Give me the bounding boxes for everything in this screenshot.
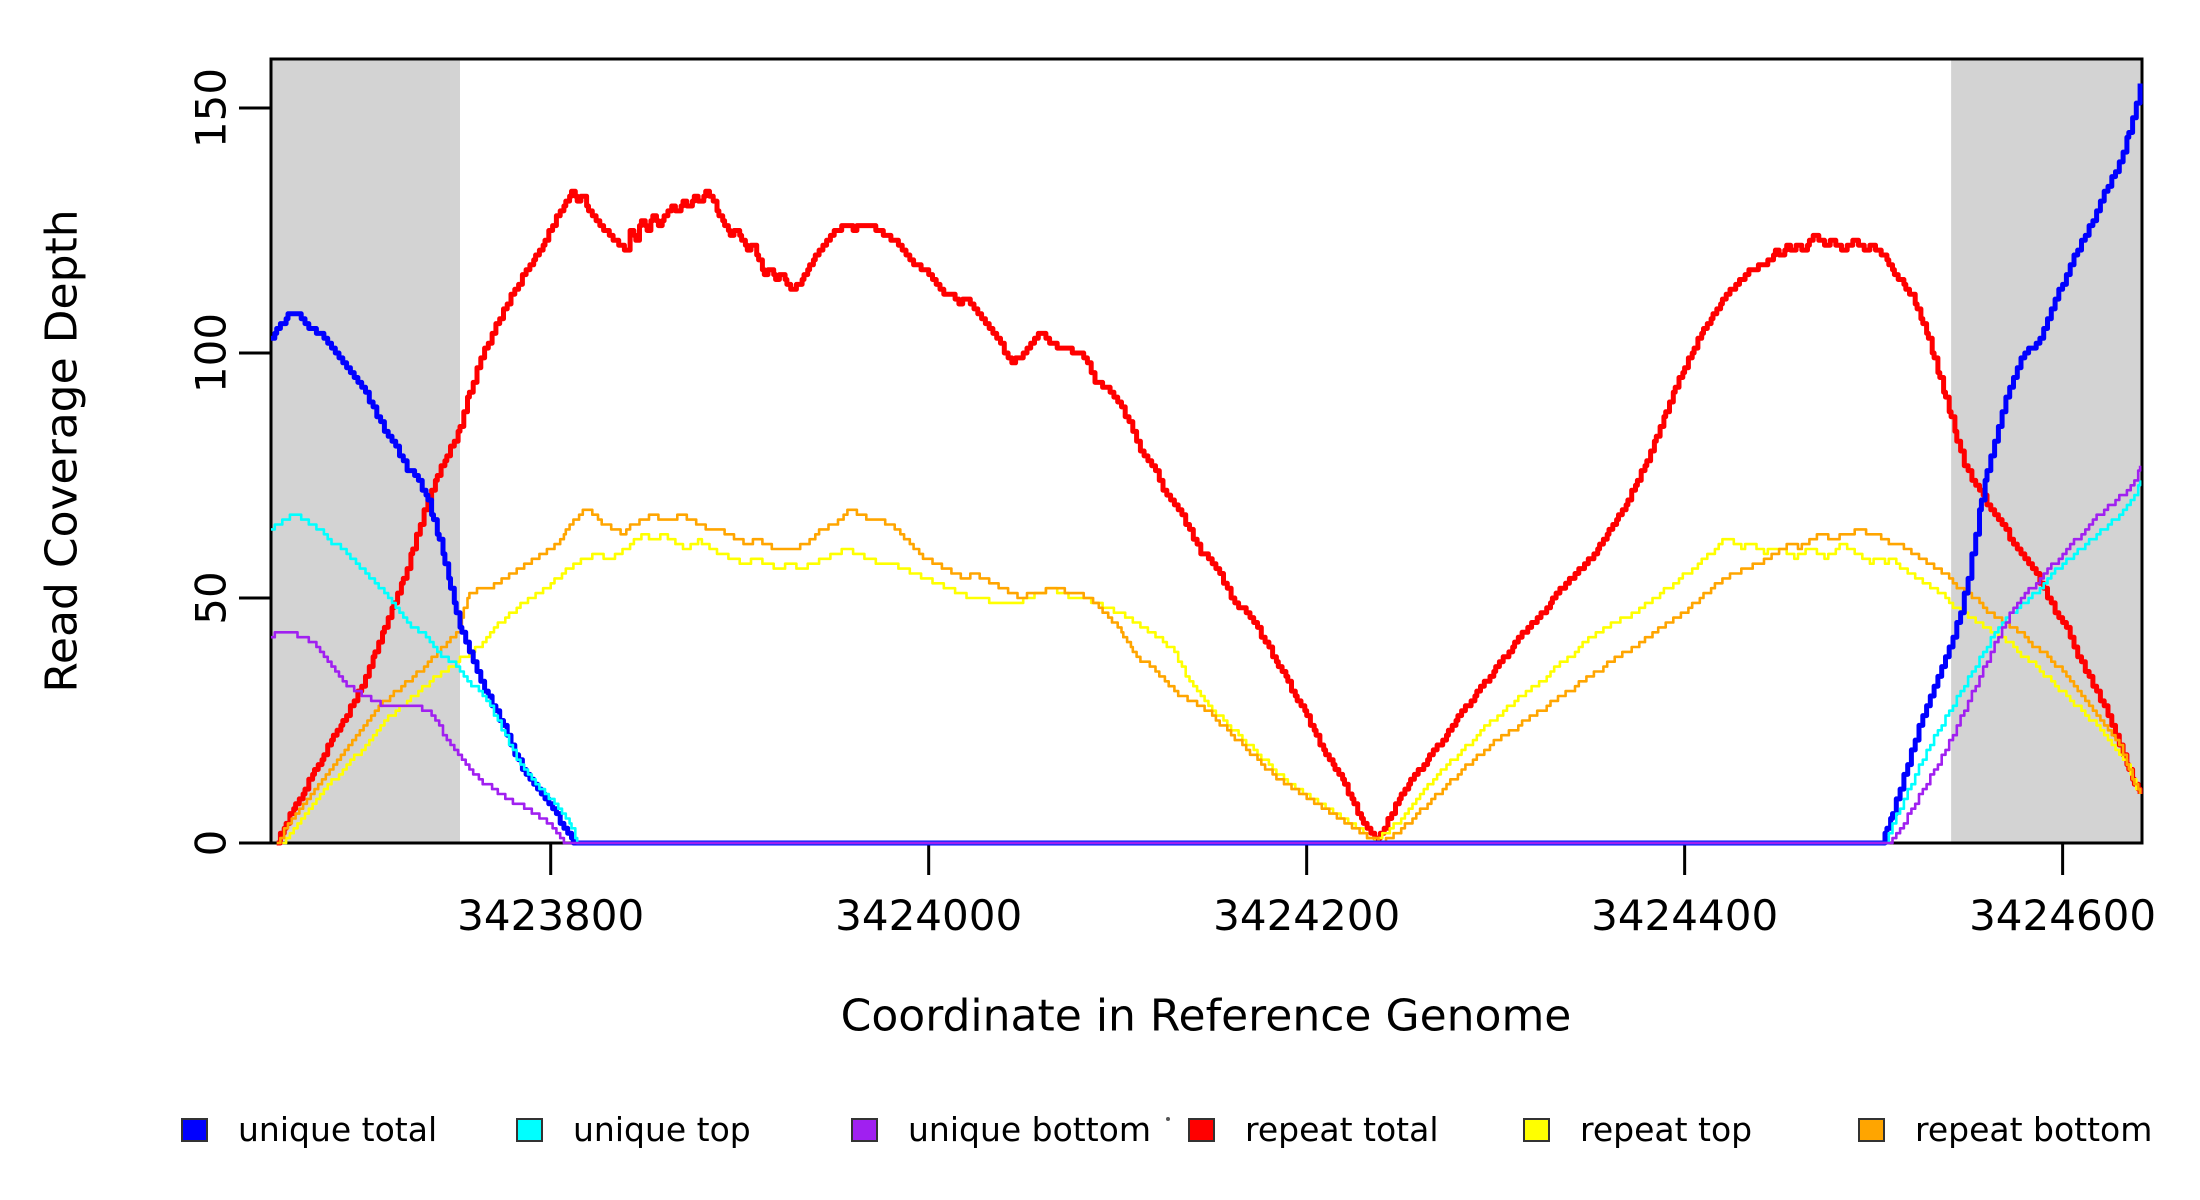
legend: unique total unique top unique bottom repea…	[0, 1113, 2200, 1161]
series-repeat-top-line	[282, 533, 2142, 845]
legend-item-unique-bottom: unique bottom	[851, 1113, 1151, 1147]
y-tick-label: 100	[187, 313, 236, 393]
legend-item-repeat-total: repeat total	[1188, 1113, 1439, 1147]
legend-swatch-repeat-top	[1523, 1118, 1550, 1142]
legend-label-unique-top: unique top	[573, 1110, 751, 1149]
x-tick-label: 3424600	[1969, 891, 2156, 940]
series-unique-top-line	[271, 480, 2142, 845]
plot-border	[269, 57, 2144, 845]
legend-label-repeat-total: repeat total	[1245, 1110, 1439, 1149]
legend-swatch-unique-top	[516, 1118, 543, 1142]
y-tick-label: 150	[187, 68, 236, 148]
y-tick-label: 0	[187, 830, 236, 857]
legend-swatch-unique-bottom	[851, 1118, 878, 1142]
legend-label-unique-bottom: unique bottom	[908, 1110, 1152, 1149]
series-repeat-bottom-line	[276, 508, 2142, 845]
series-unique-total-line	[271, 83, 2143, 846]
series-repeat-total-line	[276, 188, 2143, 846]
legend-label-repeat-bottom: repeat bottom	[1915, 1110, 2153, 1149]
x-axis-title: Coordinate in Reference Genome	[841, 991, 1572, 1042]
shaded-region-left	[271, 59, 460, 843]
y-axis-title: Read Coverage Depth	[37, 209, 88, 692]
legend-item-unique-top: unique top	[516, 1113, 751, 1147]
legend-item-repeat-top: repeat top	[1523, 1113, 1752, 1147]
legend-swatch-unique-total	[181, 1118, 208, 1142]
legend-artifact-dot	[1166, 1117, 1170, 1121]
series-unique-bottom-line	[271, 465, 2142, 845]
series-layer	[271, 83, 2143, 846]
x-tick-label: 3424000	[835, 891, 1022, 940]
legend-label-unique-total: unique total	[238, 1110, 438, 1149]
legend-item-unique-total: unique total	[181, 1113, 437, 1147]
x-tick-label: 3424400	[1591, 891, 1778, 940]
y-tick-label: 50	[187, 571, 236, 624]
legend-item-repeat-bottom: repeat bottom	[1858, 1113, 2152, 1147]
legend-label-repeat-top: repeat top	[1580, 1110, 1753, 1149]
x-tick-label: 3423800	[457, 891, 644, 940]
legend-swatch-repeat-total	[1188, 1118, 1215, 1142]
x-tick-label: 3424200	[1213, 891, 1400, 940]
legend-swatch-repeat-bottom	[1858, 1118, 1885, 1142]
